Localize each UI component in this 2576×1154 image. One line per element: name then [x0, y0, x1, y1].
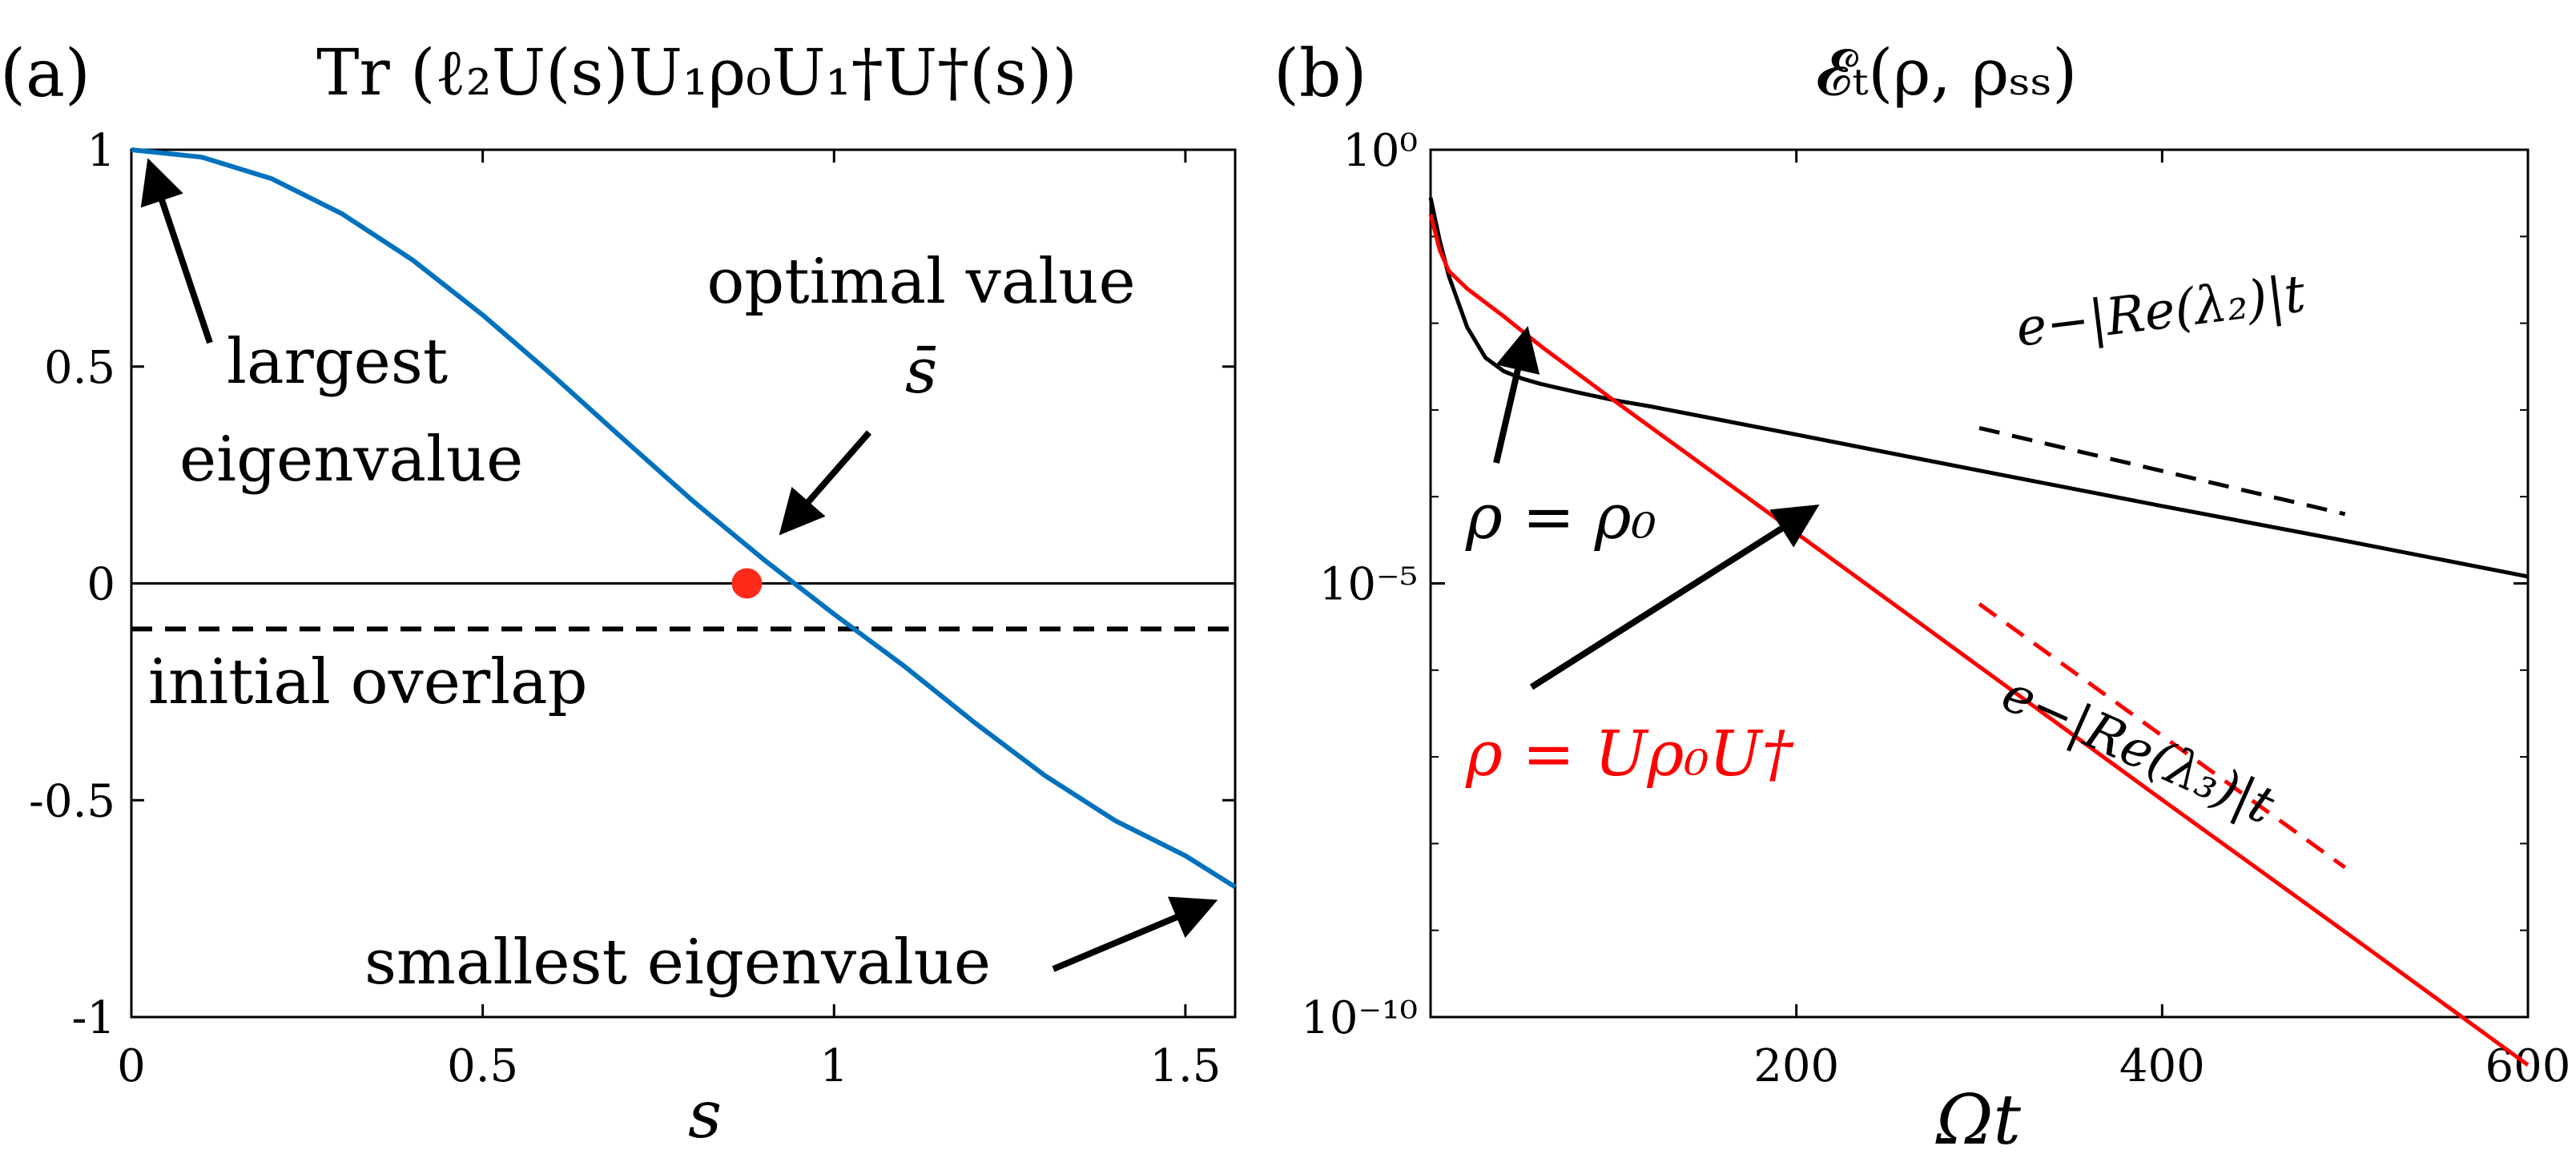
panel-b-series [1428, 197, 2530, 1067]
optimal-value-label-line1: optimal value [706, 246, 1135, 318]
panel-b-ytick-label: 10⁻¹⁰ [1301, 992, 1418, 1044]
panel-a-xtick-label: 1.5 [1149, 1040, 1221, 1092]
panel-b-xtick-label: 600 [2485, 1040, 2571, 1092]
largest-eigenvalue-arrow [140, 158, 213, 344]
lambda3-guide-label: e−|Re(λ₃)|t [1993, 664, 2283, 836]
initial-overlap-label: initial overlap [148, 646, 588, 718]
panel-a-xtick-label: 1 [819, 1040, 848, 1092]
panel-b-ytick-label: 10⁰ [1342, 125, 1418, 177]
largest-eigenvalue-label-line2: eigenvalue [179, 424, 523, 496]
rho-urho0u-label: ρ = Uρ₀U† [1465, 718, 1794, 790]
lambda2-guide-line [1978, 425, 2346, 517]
panel-a-xtick-label: 0.5 [447, 1040, 518, 1092]
optimal-value-arrow [779, 430, 872, 536]
panel-b-axes-box [1429, 148, 2530, 1019]
panel-a-title: Tr (ℓ₂U(s)U₁ρ₀U₁†U†(s)) [316, 35, 1077, 110]
smallest-eigenvalue-label: smallest eigenvalue [364, 927, 991, 999]
overlap-curve [131, 147, 1237, 890]
panel-b-xlabel: Ωt [1935, 1080, 2021, 1154]
lambda2-guide-label: e−|Re(λ₂)|t [2013, 264, 2308, 359]
rho-urho0u-arrow [1529, 505, 1820, 690]
panel-b-guide-lines [1978, 425, 2347, 870]
panel-a-ytick-label: 0.5 [44, 342, 115, 394]
panel-b-xtick-label: 200 [1753, 1040, 1839, 1092]
panel-a-xlabel: s [688, 1077, 722, 1153]
rho-rho0-label: ρ = ρ₀ [1465, 481, 1656, 553]
panel-b-ytick-label: 10⁻⁵ [1319, 559, 1418, 611]
panel-b-label: (b) [1274, 36, 1366, 112]
panel-a-ytick-label: -1 [71, 992, 115, 1044]
rho0-curve [1428, 197, 2529, 579]
optimal-value-point [731, 568, 763, 599]
panel-a: (a) Tr (ℓ₂U(s)U₁ρ₀U₁†U†(s)) 0 0.5 1 1.5 1 0.5… [0, 35, 1237, 1153]
panel-b-title: 𝓔ₜ(ρ, ρₛₛ) [1816, 35, 2078, 110]
optimal-value-label-line2: s̄ [905, 336, 937, 408]
panel-a-ytick-label: 1 [87, 125, 115, 177]
urho0u-curve [1428, 214, 2530, 1067]
panel-a-series [131, 147, 1237, 890]
lambda3-guide-line [1978, 602, 2347, 870]
panel-a-label: (a) [0, 36, 91, 112]
panel-b-ticks: 200 400 600 10⁰ 10⁻⁵ 10⁻¹⁰ [1301, 125, 2570, 1092]
panel-a-ytick-label: 0 [87, 559, 115, 611]
panel-a-xtick-label: 0 [117, 1040, 146, 1092]
panel-a-ytick-label: -0.5 [29, 775, 115, 827]
panel-a-reference-lines [131, 582, 1235, 632]
smallest-eigenvalue-arrow [1052, 896, 1218, 972]
panel-b-xtick-label: 400 [2119, 1040, 2205, 1092]
largest-eigenvalue-label-line1: largest [227, 326, 448, 398]
panel-a-ticks: 0 0.5 1 1.5 1 0.5 0 -0.5 -1 [29, 125, 1235, 1092]
rho-rho0-arrow [1493, 326, 1540, 464]
